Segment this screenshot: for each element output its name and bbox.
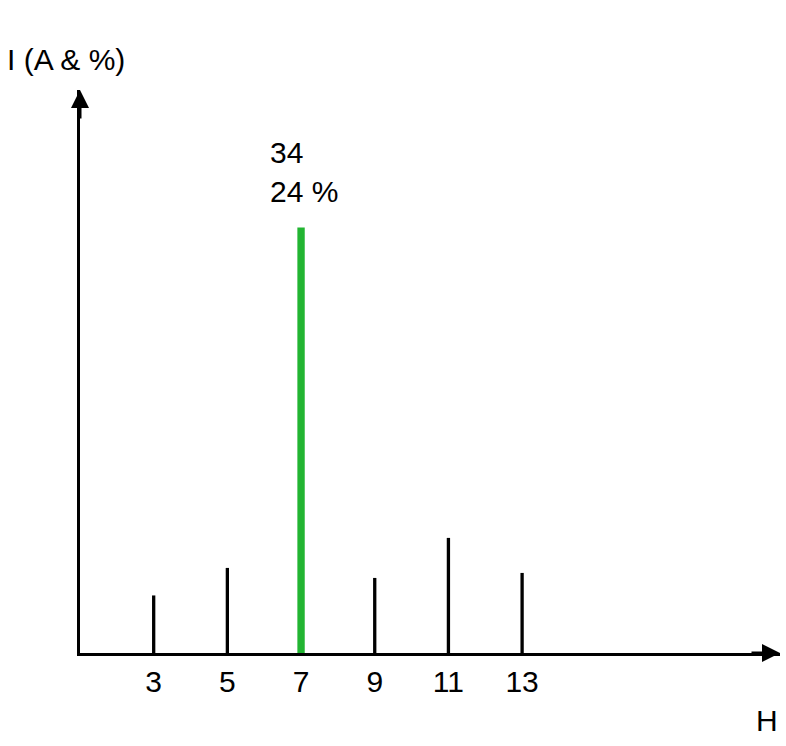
svg-text:9: 9 bbox=[366, 665, 383, 698]
svg-text:3: 3 bbox=[145, 665, 162, 698]
svg-text:13: 13 bbox=[505, 665, 538, 698]
svg-text:I (A & %): I (A & %) bbox=[7, 43, 125, 76]
svg-text:7: 7 bbox=[293, 665, 310, 698]
svg-text:3424 %: 3424 % bbox=[270, 136, 338, 208]
svg-text:H: H bbox=[756, 704, 778, 737]
svg-text:11: 11 bbox=[433, 665, 464, 698]
svg-text:5: 5 bbox=[219, 665, 236, 698]
